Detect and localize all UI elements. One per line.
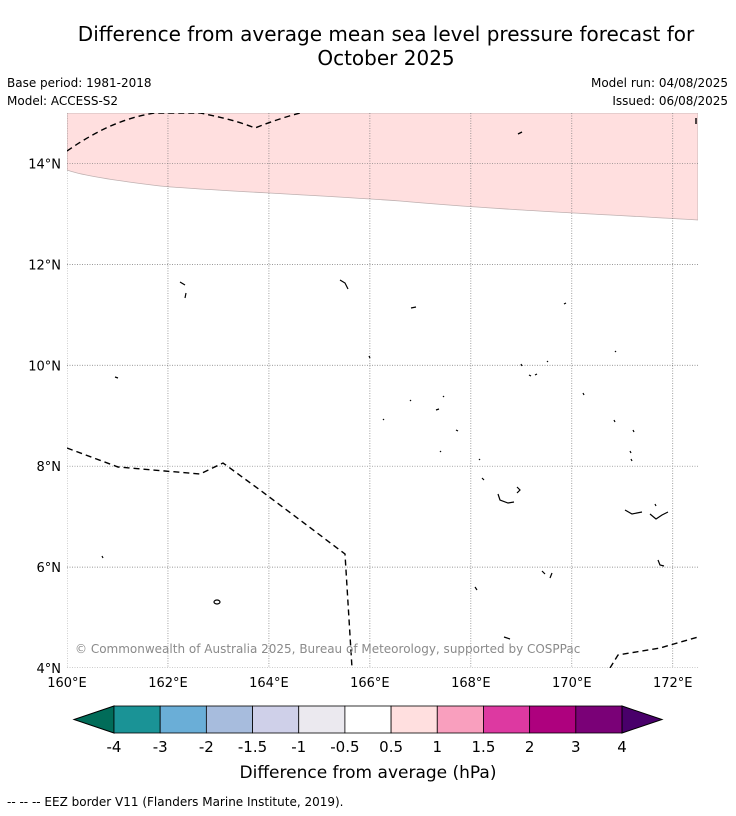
colorbar-tick-label: 0.5 <box>379 738 403 756</box>
colorbar-tick-label: 4 <box>617 738 627 756</box>
lat-label: 6°N <box>37 561 62 576</box>
colorbar-tick-label: 1 <box>432 738 442 756</box>
colorbar-label: Difference from average (hPa) <box>240 763 497 783</box>
longitude-labels: 160°E 162°E 164°E 166°E 168°E 170°E 172°E <box>47 676 692 691</box>
base-period: Base period: 1981-2018 <box>7 76 152 90</box>
colorbar-cell <box>436 705 484 734</box>
lat-label: 10°N <box>28 359 61 374</box>
map-area: © Commonwealth of Australia 2025, Bureau… <box>67 113 698 668</box>
lat-label: 12°N <box>28 258 61 273</box>
eez-legend-note: -- -- -- EEZ border V11 (Flanders Marine… <box>7 795 344 809</box>
colorbar-tick-label: 3 <box>571 738 581 756</box>
colorbar-tick-label: -2 <box>199 738 214 756</box>
shaded-anomaly-region <box>67 113 698 221</box>
colorbar-cell <box>159 705 207 734</box>
colorbar-tick-label: -3 <box>153 738 168 756</box>
model-name: Model: ACCESS-S2 <box>7 94 119 108</box>
colorbar-cell <box>298 705 346 734</box>
copyright-notice: © Commonwealth of Australia 2025, Bureau… <box>75 642 580 656</box>
lon-label: 166°E <box>350 676 390 691</box>
islands <box>101 279 669 640</box>
chart-title: Difference from average mean sea level p… <box>0 22 736 70</box>
colorbar-cell <box>113 705 161 734</box>
colorbar-tick-label: 2 <box>525 738 535 756</box>
lon-label: 160°E <box>47 676 87 691</box>
issued-date: Issued: 06/08/2025 <box>612 94 728 108</box>
colorbar-tick-label: -4 <box>107 738 122 756</box>
colorbar: -4 -3 -2 -1.5 -1 -0.5 0.5 1 1.5 2 3 4 Difference fr… <box>72 705 664 783</box>
model-run: Model run: 04/08/2025 <box>590 76 728 90</box>
colorbar-cell <box>529 705 577 734</box>
colorbar-tick-label: -1.5 <box>238 738 267 756</box>
title-line-1: Difference from average mean sea level p… <box>77 22 695 46</box>
colorbar-cell <box>390 705 438 734</box>
lon-label: 168°E <box>451 676 491 691</box>
colorbar-tick-label: 1.5 <box>472 738 496 756</box>
colorbar-cell <box>575 705 623 734</box>
eez-border-north <box>67 113 301 152</box>
meta-right: Model run: 04/08/2025 Issued: 06/08/2025 <box>591 74 728 110</box>
lat-label: 4°N <box>37 662 62 677</box>
eez-border-edge-marks <box>517 118 697 135</box>
latitude-labels: 14°N 12°N 10°N 8°N 6°N 4°N <box>28 157 61 677</box>
colorbar-cell <box>344 705 392 734</box>
title-line-2: October 2025 <box>317 46 455 70</box>
colorbar-cell <box>483 705 531 734</box>
colorbar-under-arrow <box>72 705 115 734</box>
lon-label: 172°E <box>653 676 693 691</box>
lat-label: 8°N <box>37 460 62 475</box>
lon-label: 170°E <box>552 676 592 691</box>
colorbar-cell <box>252 705 300 734</box>
lon-label: 164°E <box>249 676 289 691</box>
colorbar-tick-label: -1 <box>291 738 306 756</box>
eez-border-central <box>67 447 353 668</box>
colorbar-tick-label: -0.5 <box>330 738 359 756</box>
eez-borders <box>67 113 698 668</box>
meta-left: Base period: 1981-2018 Model: ACCESS-S2 <box>7 74 152 110</box>
colorbar-over-arrow <box>621 705 664 734</box>
colorbar-cell <box>205 705 253 734</box>
lon-label: 162°E <box>148 676 188 691</box>
lat-label: 14°N <box>28 157 61 172</box>
